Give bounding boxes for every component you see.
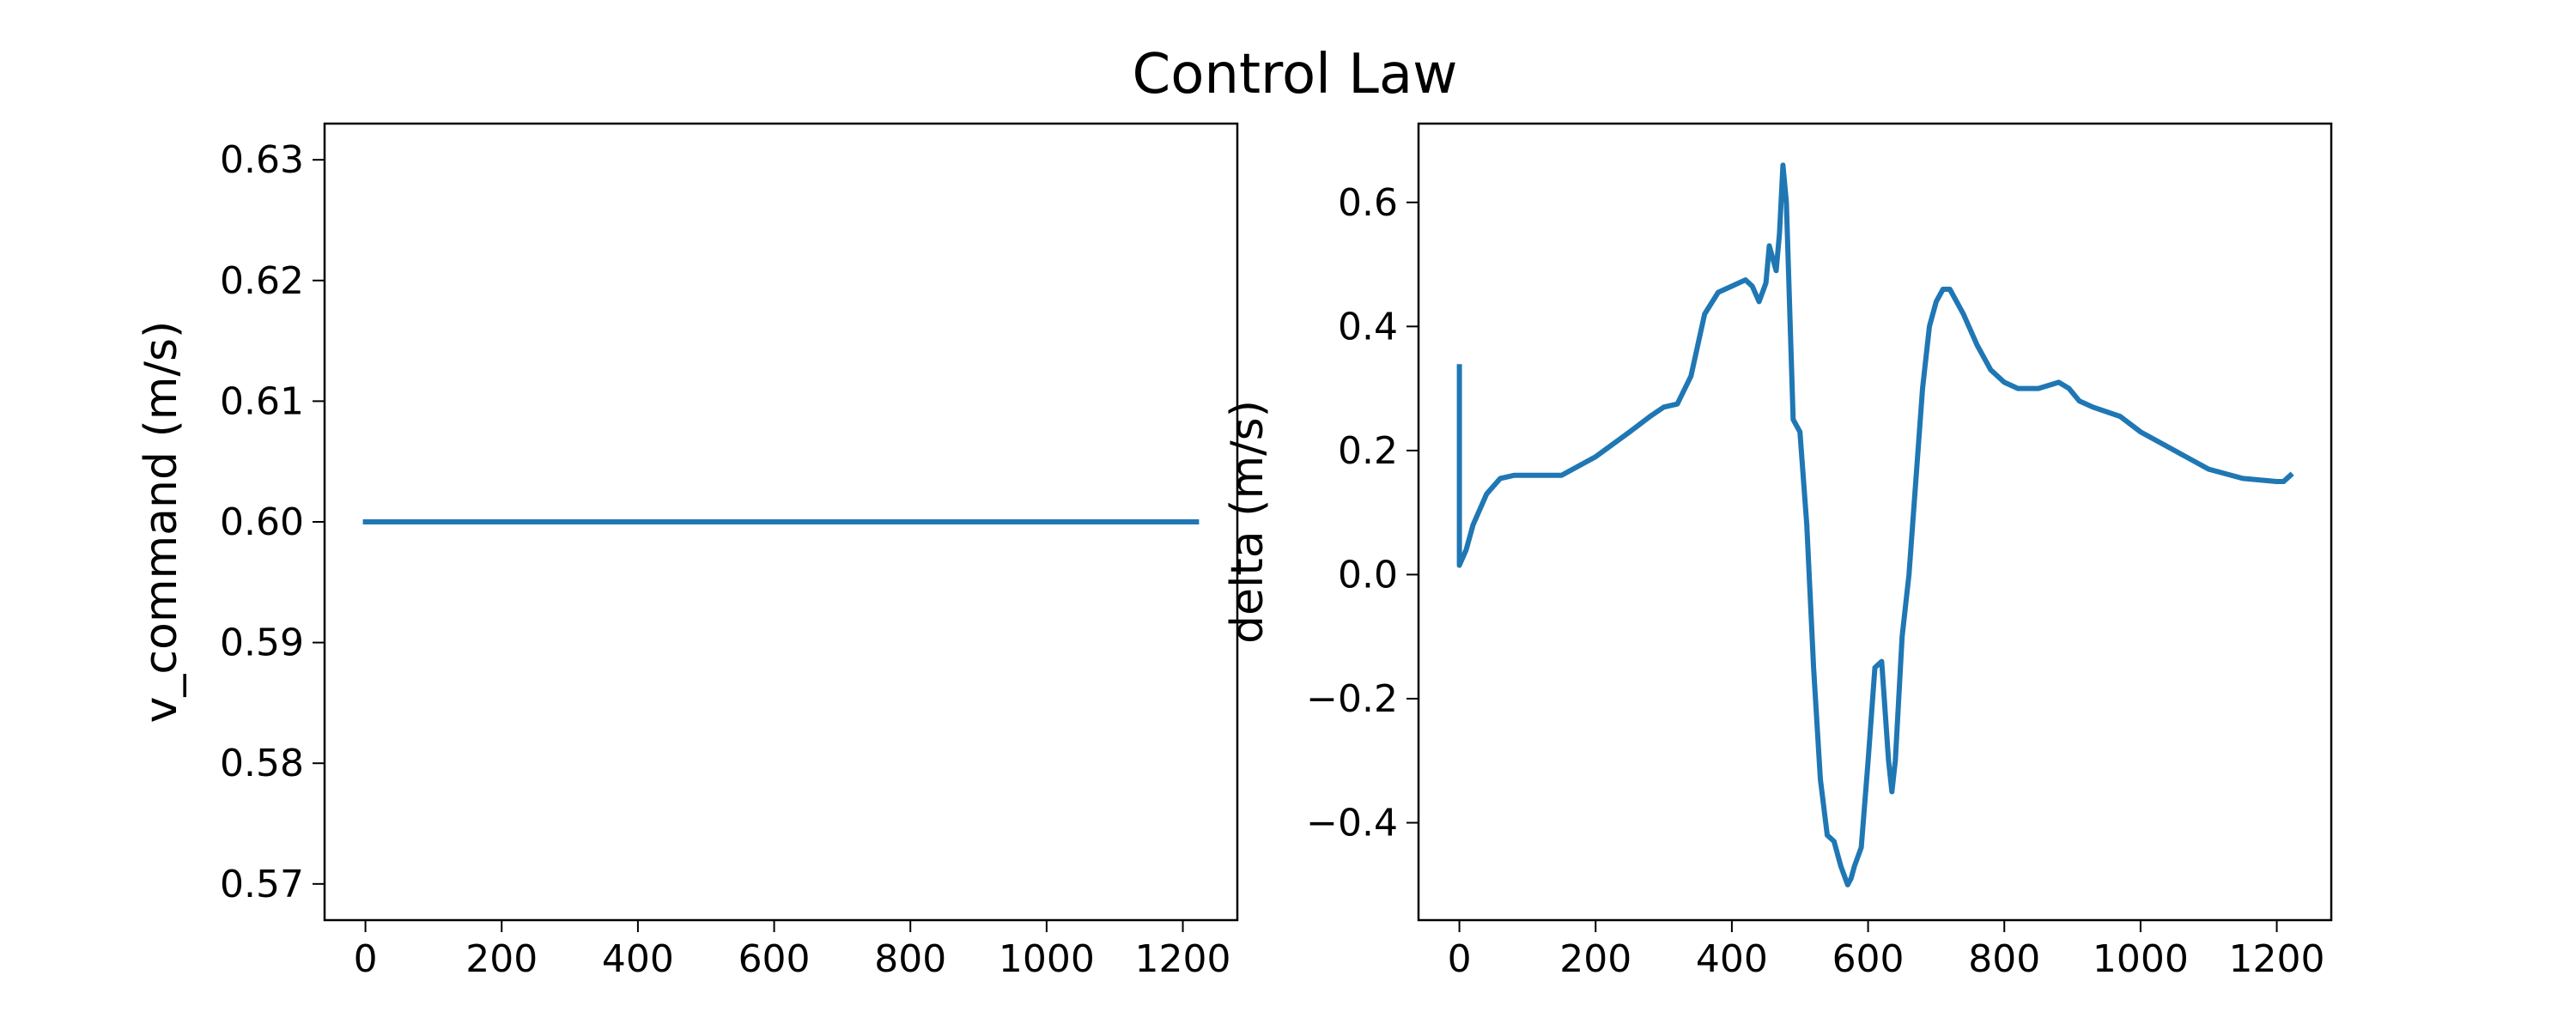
delta-panel: 0 200 400 600 800 1000 1200 −0.4 −0.2 0.0 0.2 0.4 0.… xyxy=(1222,122,2333,981)
delta-x-tick-label: 0 xyxy=(1448,937,1472,981)
delta-x-tick-label: 400 xyxy=(1696,937,1768,981)
delta-series-line xyxy=(1456,162,2294,888)
v-command-y-axis-label: v_command (m/s) xyxy=(136,321,187,724)
delta-plot-frame xyxy=(1417,122,2333,922)
delta-y-tick-label: −0.4 xyxy=(1306,802,1398,845)
delta-y-tick-label: 0.2 xyxy=(1338,429,1398,473)
v-command-y-tick-label: 0.60 xyxy=(220,500,304,544)
delta-x-tick-label: 200 xyxy=(1559,937,1631,981)
figure-title: Control Law xyxy=(1133,43,1458,106)
delta-y-tick-label: 0.0 xyxy=(1338,553,1398,597)
v-command-x-tick-label: 200 xyxy=(465,937,538,981)
v-command-y-tick-label: 0.58 xyxy=(220,742,304,785)
delta-y-tick-label: −0.2 xyxy=(1306,677,1398,721)
v-command-y-tick-label: 0.57 xyxy=(220,863,304,906)
v-command-panel: 0 200 400 600 800 1000 1200 0.57 0.58 0.59 0.60 0.6… xyxy=(136,122,1239,981)
v-command-y-tick-label: 0.62 xyxy=(220,259,304,303)
v-command-x-tick-label: 600 xyxy=(738,937,811,981)
v-command-x-tick-label: 1000 xyxy=(999,937,1095,981)
delta-x-tick-label: 1200 xyxy=(2229,937,2325,981)
delta-y-tick-label: 0.6 xyxy=(1338,181,1398,225)
delta-y-tick-label: 0.4 xyxy=(1338,305,1398,348)
v-command-x-tick-label: 400 xyxy=(602,937,674,981)
delta-x-tick-label: 1000 xyxy=(2093,937,2189,981)
v-command-y-tick-label: 0.61 xyxy=(220,379,304,423)
v-command-x-tick-label: 0 xyxy=(354,937,378,981)
v-command-x-tick-label: 800 xyxy=(874,937,946,981)
v-command-y-tick-label: 0.63 xyxy=(220,138,304,182)
delta-x-tick-label: 600 xyxy=(1832,937,1905,981)
delta-y-axis-label: delta (m/s) xyxy=(1222,400,1273,644)
v-command-x-tick-label: 1200 xyxy=(1135,937,1231,981)
delta-x-tick-label: 800 xyxy=(1968,937,2040,981)
v-command-y-tick-label: 0.59 xyxy=(220,621,304,665)
